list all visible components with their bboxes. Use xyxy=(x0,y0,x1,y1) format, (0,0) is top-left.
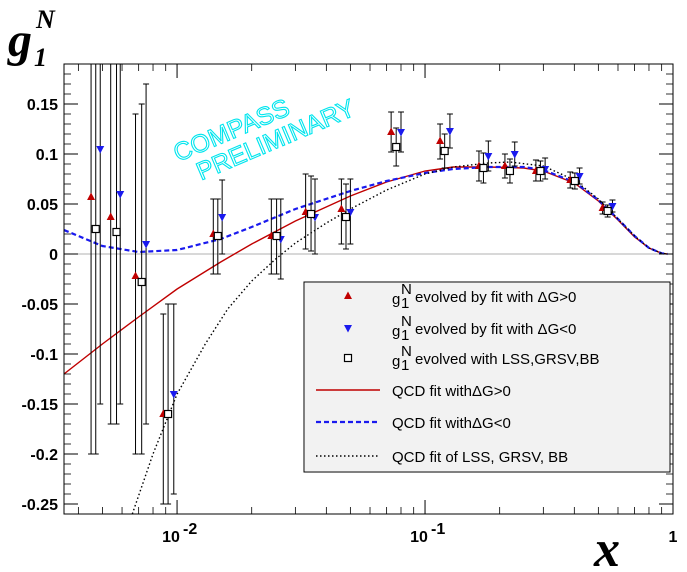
y-axis-title-sup: N xyxy=(35,5,56,34)
curve-dotted-2 xyxy=(131,161,668,514)
point-s1-p11 xyxy=(510,151,519,159)
point-s0-p7 xyxy=(337,204,346,212)
legend-label-1: evolved by fit with ΔG<0 xyxy=(415,321,576,338)
legend-shade xyxy=(305,283,669,471)
point-s1-p8 xyxy=(396,129,405,137)
point-s2-p4 xyxy=(213,231,222,241)
x-tick-exponent-1: -1 xyxy=(431,521,445,538)
y-tick-label-0: 0.15 xyxy=(27,97,58,114)
point-s1-p0 xyxy=(96,146,105,154)
x-tick-exponent-0: -2 xyxy=(183,521,197,538)
point-s1-p3 xyxy=(169,391,178,399)
y-tick-label-2: 0.05 xyxy=(27,197,58,214)
point-s1-p10 xyxy=(484,153,493,161)
legend-symbol-1: g xyxy=(392,323,400,340)
x-axis-title: x xyxy=(593,521,620,572)
legend-label-2: evolved with LSS,GRSV,BB xyxy=(415,351,600,368)
y-axis-title-main: g xyxy=(7,14,32,67)
plot-area xyxy=(64,64,673,514)
point-s1-p14 xyxy=(608,203,617,211)
legend-marker-1 xyxy=(344,325,352,333)
x-tick-label-2: 1 xyxy=(669,529,678,546)
point-s2-p1 xyxy=(112,227,121,237)
point-s0-p9 xyxy=(436,136,445,144)
legend-label-0: evolved by fit with ΔG>0 xyxy=(415,289,576,306)
legend-marker-2 xyxy=(343,353,353,363)
y-axis-title-sub: 1 xyxy=(34,43,47,72)
point-s2-p12 xyxy=(536,166,545,176)
point-s2-p2 xyxy=(137,277,146,287)
legend-symbol-0: g xyxy=(392,291,400,308)
point-s2-p14 xyxy=(603,206,612,216)
point-s1-p7 xyxy=(346,209,355,217)
legend-symbol-sub-2: 1 xyxy=(401,357,409,374)
y-tick-label-8: -0.25 xyxy=(22,497,59,514)
legend-curve-label-1: QCD fit withΔG<0 xyxy=(392,415,511,432)
x-tick-label-0: 10 xyxy=(162,529,180,546)
legend-symbol-sub-0: 1 xyxy=(401,295,409,312)
y-tick-label-7: -0.2 xyxy=(30,447,58,464)
legend-symbol-sup-2: N xyxy=(401,343,412,360)
point-s2-p8 xyxy=(392,142,401,152)
point-s1-p9 xyxy=(445,128,454,136)
point-s0-p0 xyxy=(87,192,96,200)
legend-curve-label-0: QCD fit withΔG>0 xyxy=(392,383,511,400)
y-tick-label-1: 0.1 xyxy=(36,147,58,164)
point-s1-p1 xyxy=(116,191,125,199)
point-s1-p13 xyxy=(575,173,584,181)
point-s0-p8 xyxy=(387,127,396,135)
point-s2-p11 xyxy=(505,166,515,176)
point-s2-p9 xyxy=(440,146,449,156)
legend-curve-label-2: QCD fit of LSS, GRSV, BB xyxy=(392,449,568,466)
y-tick-label-4: -0.05 xyxy=(22,297,59,314)
point-s2-p6 xyxy=(306,209,316,219)
legend-symbol-sub-1: 1 xyxy=(401,327,409,344)
legend-marker-0 xyxy=(344,291,352,299)
point-s0-p1 xyxy=(106,212,115,220)
plot-frame xyxy=(63,63,674,515)
point-s2-p13 xyxy=(570,176,579,186)
point-s2-p10 xyxy=(479,163,488,173)
point-s1-p2 xyxy=(142,241,151,249)
point-s2-p0 xyxy=(91,224,100,234)
legend-symbol-sup-1: N xyxy=(401,313,412,330)
point-s1-p4 xyxy=(218,214,227,222)
point-s2-p5 xyxy=(272,231,281,241)
y-tick-label-5: -0.1 xyxy=(30,347,58,364)
y-axis-title: g N 1 xyxy=(7,5,56,72)
legend-symbol-2: g xyxy=(392,353,400,370)
point-s0-p2 xyxy=(131,271,140,279)
y-tick-label-6: -0.15 xyxy=(22,397,59,414)
point-s2-p3 xyxy=(163,409,173,419)
y-tick-label-3: 0 xyxy=(49,247,58,264)
point-s2-p7 xyxy=(341,212,351,222)
legend-symbol-sup-0: N xyxy=(401,281,412,298)
compass-preliminary-annotation: COMPASS PRELIMINARY xyxy=(169,93,360,186)
x-tick-label-1: 10 xyxy=(410,529,428,546)
